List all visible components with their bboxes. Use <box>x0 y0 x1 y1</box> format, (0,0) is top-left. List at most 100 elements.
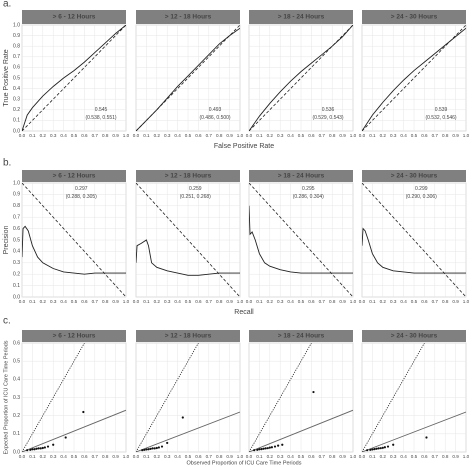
x-tick-label: 0.0 <box>359 133 366 138</box>
x-tick-label: 0.5 <box>71 133 78 138</box>
x-tick-label: 0.8 <box>216 454 223 459</box>
x-tick-label: 0.3 <box>164 299 171 304</box>
point <box>33 448 36 451</box>
strip <box>136 10 240 24</box>
x-tick-label: 0.5 <box>185 454 192 459</box>
point <box>264 447 267 450</box>
x-tick-label: 1.0 <box>463 133 470 138</box>
x-tick-label: 0.7 <box>206 133 213 138</box>
x-tick-label: 0.3 <box>277 454 284 459</box>
x-tick-label: 0.2 <box>154 299 161 304</box>
x-tick-label: 0.1 <box>29 133 36 138</box>
x-tick-label: 0.0 <box>359 299 366 304</box>
x-tick-label: 0.4 <box>400 299 407 304</box>
x-tick-label: 0.1 <box>143 454 150 459</box>
x-tick-label: 0.9 <box>226 454 233 459</box>
x-tick-label: 0.8 <box>329 133 336 138</box>
x-tick-label: 0.5 <box>298 133 305 138</box>
x-tick-label: 1.0 <box>237 133 244 138</box>
y-tick-label: 0.6 <box>13 65 20 71</box>
point <box>383 446 386 449</box>
strip-title: > 18 - 24 Hours <box>278 173 325 180</box>
point <box>386 445 390 448</box>
point <box>39 447 42 450</box>
x-tick-label: 1.0 <box>237 299 244 304</box>
y-tick-label: 0.8 <box>13 203 20 209</box>
x-tick-label: 0.0 <box>133 299 140 304</box>
x-tick-label: 0.5 <box>411 133 418 138</box>
y-tick-label: 1.0 <box>13 22 20 28</box>
y-tick-label: 0.4 <box>13 377 20 383</box>
strip <box>249 170 353 182</box>
strip <box>22 330 126 342</box>
x-tick-label: 0.8 <box>102 299 109 304</box>
x-tick-label: 0.4 <box>287 299 294 304</box>
x-tick-label: 0.7 <box>92 454 99 459</box>
point <box>277 444 280 447</box>
x-tick-label: 0.6 <box>308 454 315 459</box>
x-tick-label: 0.2 <box>40 454 47 459</box>
x-tick-label: 0.0 <box>246 133 253 138</box>
fit-line <box>249 409 353 452</box>
x-tick-label: 0.9 <box>112 454 119 459</box>
x-tick-label: 0.4 <box>287 454 294 459</box>
x-tick-label: 0.9 <box>226 299 233 304</box>
point <box>82 410 85 414</box>
x-tick-label: 0.3 <box>390 299 397 304</box>
y-tick-label: 0.2 <box>13 272 20 278</box>
x-tick-label: 0.8 <box>216 299 223 304</box>
annotation: 0.299 <box>415 186 428 192</box>
x-tick-label: 0.8 <box>442 454 449 459</box>
x-tick-label: 0.7 <box>432 454 439 459</box>
x-tick-label: 0.5 <box>298 299 305 304</box>
point <box>258 448 261 451</box>
y-tick-label: 0.0 <box>13 128 20 134</box>
x-tick-label: 1.0 <box>123 454 130 459</box>
x-tick-label: 0.0 <box>133 133 140 138</box>
x-tick-label: 0.7 <box>432 133 439 138</box>
point <box>268 446 271 449</box>
x-tick-label: 0.0 <box>359 454 366 459</box>
x-axis-label: Recall <box>234 309 254 316</box>
x-tick-label: 0.2 <box>40 133 47 138</box>
point <box>256 448 259 451</box>
x-tick-label: 0.7 <box>206 299 213 304</box>
x-tick-label: 0.8 <box>216 133 223 138</box>
x-tick-label: 0.5 <box>185 299 192 304</box>
x-tick-label: 0.1 <box>256 299 263 304</box>
x-tick-label: 0.2 <box>154 133 161 138</box>
curve <box>249 25 353 131</box>
x-tick-label: 0.9 <box>339 299 346 304</box>
strip <box>362 330 466 342</box>
point <box>375 447 378 450</box>
x-tick-label: 0.6 <box>81 299 88 304</box>
point <box>43 446 46 449</box>
curve <box>362 27 466 131</box>
annotation: (0.486, 0.500) <box>199 115 230 121</box>
y-tick-label: 0.0 <box>13 294 20 300</box>
strip <box>249 330 353 342</box>
point <box>181 416 184 419</box>
x-tick-label: 0.4 <box>60 299 67 304</box>
x-tick-label: 0.9 <box>112 299 119 304</box>
point <box>166 441 169 445</box>
x-tick-label: 0.6 <box>81 454 88 459</box>
x-tick-label: 0.2 <box>40 299 47 304</box>
x-tick-label: 0.3 <box>164 133 171 138</box>
point <box>64 436 67 439</box>
point <box>151 447 154 450</box>
point <box>281 443 284 446</box>
strip-title: > 6 - 12 Hours <box>53 173 96 180</box>
y-tick-label: 0.3 <box>13 97 20 103</box>
row-label: c. <box>3 316 11 327</box>
point <box>425 436 428 439</box>
x-tick-label: 0.1 <box>29 299 36 304</box>
y-tick-label: 0.2 <box>13 107 20 113</box>
x-tick-label: 0.3 <box>50 133 57 138</box>
x-tick-label: 0.2 <box>380 454 387 459</box>
reference-line <box>362 183 466 297</box>
x-tick-label: 0.5 <box>71 454 78 459</box>
y-axis-label: Precision <box>3 226 10 255</box>
y-axis-label: True Positive Rate <box>3 49 10 106</box>
